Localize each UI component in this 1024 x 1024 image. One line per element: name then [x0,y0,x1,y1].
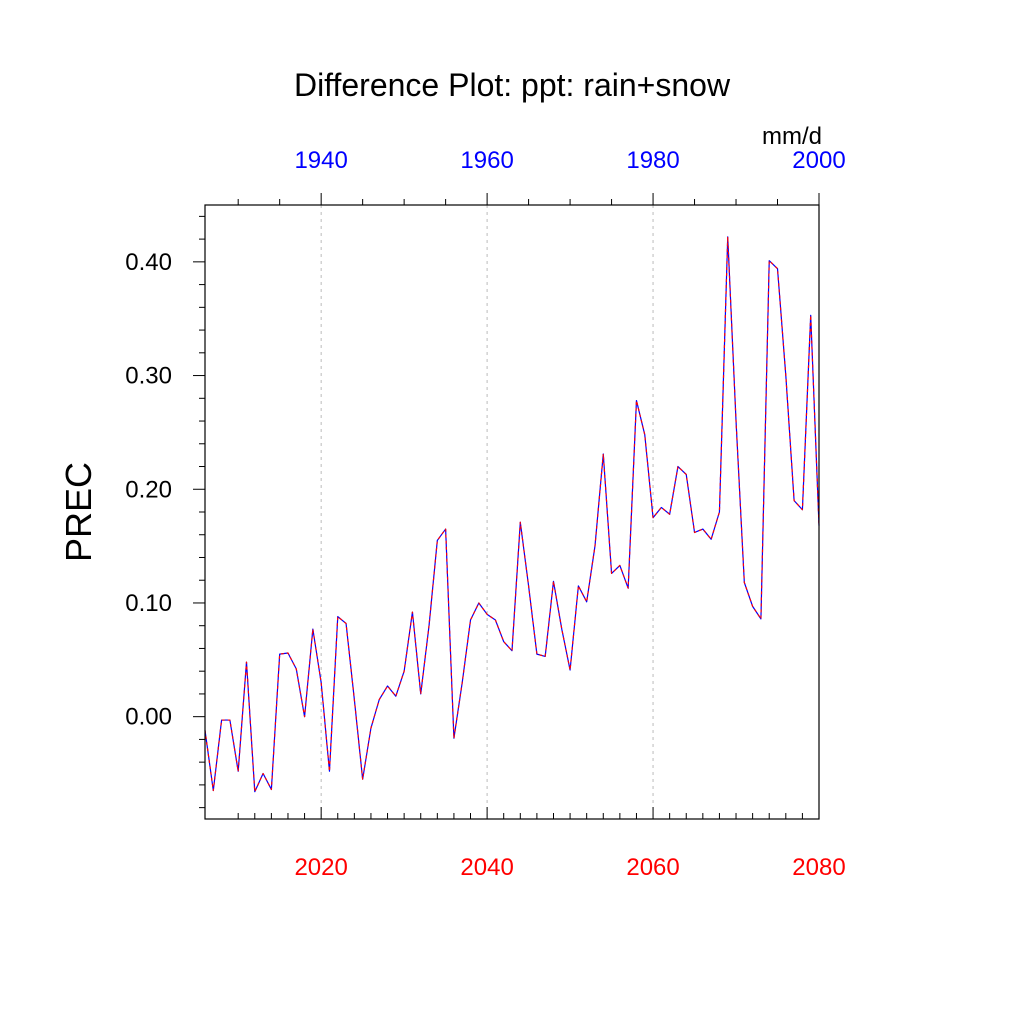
top-tick-label: 2000 [792,147,845,174]
series-lines [204,236,820,793]
bottom-tick-label: 2040 [460,854,513,881]
series-line-blue [204,236,820,793]
plot-frame [204,204,820,820]
y-tick-label: 0.40 [125,249,172,276]
y-tick-label: 0.20 [125,476,172,503]
y-tick-label: 0.00 [125,704,172,731]
y-axis-label: PREC [58,462,99,562]
y-tick-label: 0.30 [125,363,172,390]
top-tick-label: 1960 [460,147,513,174]
chart-title: Difference Plot: ppt: rain+snow [294,67,731,103]
top-tick-label: 1980 [626,147,679,174]
top-tick-label: 1940 [294,147,347,174]
bottom-tick-label: 2060 [626,854,679,881]
units-label: mm/d [762,123,822,150]
bottom-tick-label: 2020 [294,854,347,881]
y-tick-label: 0.10 [125,590,172,617]
grid-lines [320,205,654,819]
bottom-tick-label: 2080 [792,854,845,881]
axes: 2020 2040 2060 2080 1940 1960 1980 2000 0.00 0.10… [125,147,845,881]
series-line-red [204,236,820,793]
